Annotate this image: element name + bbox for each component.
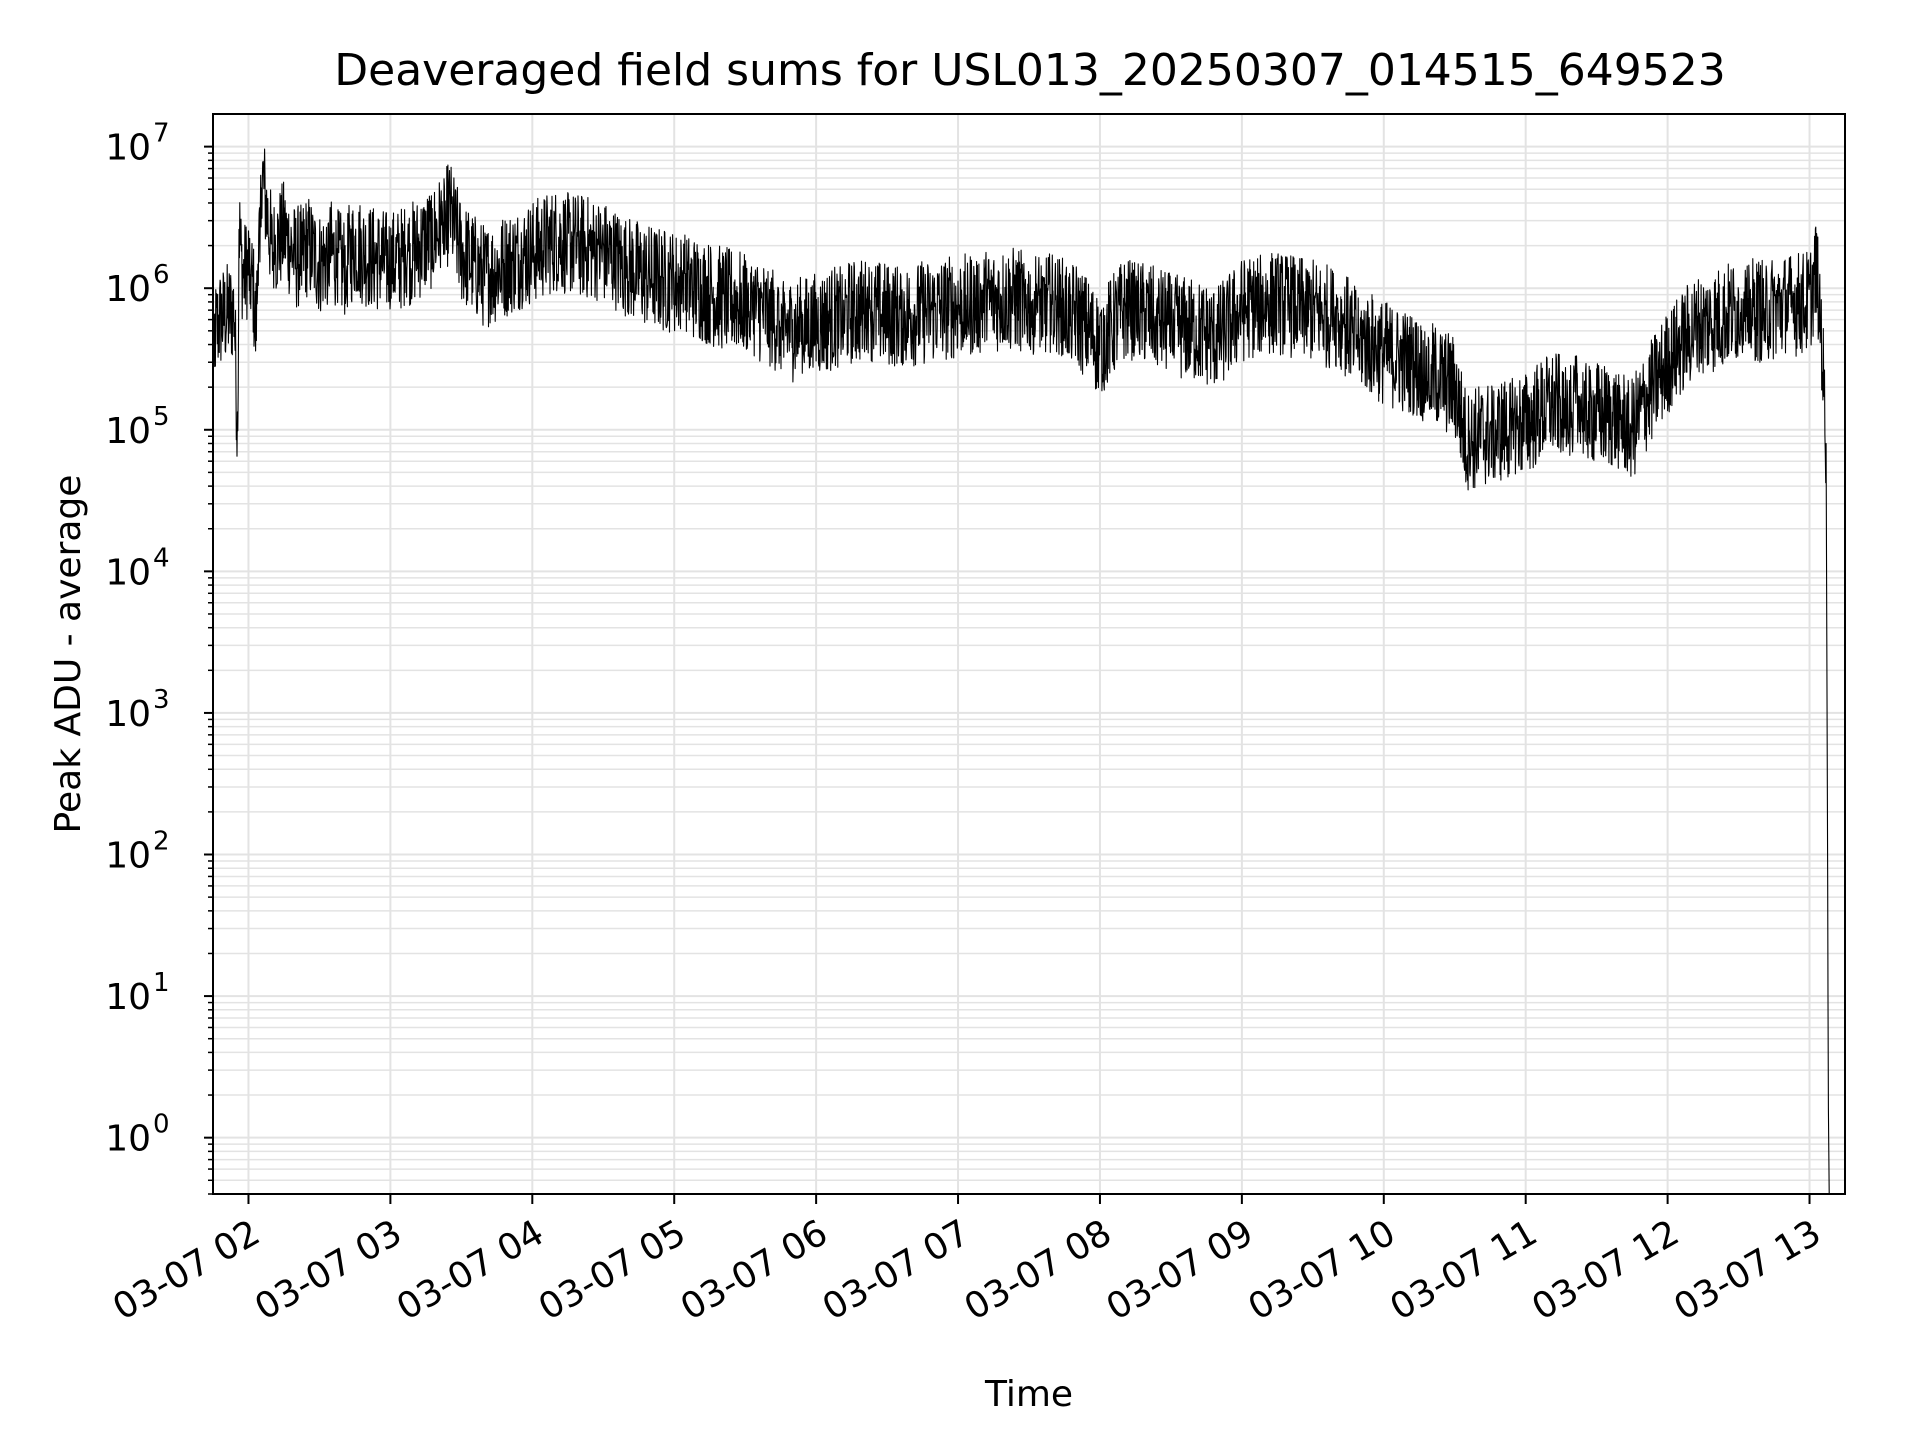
x-axis-label: Time <box>984 1374 1073 1415</box>
y-tick-label: 10 <box>105 977 151 1018</box>
x-tick-label: 03-07 07 <box>816 1212 977 1328</box>
x-tick-label: 03-07 06 <box>674 1212 835 1328</box>
series-line-0 <box>212 148 1830 1195</box>
y-tick-label: 10 <box>105 694 151 735</box>
y-tick-exponent: 7 <box>153 119 170 149</box>
y-tick-label: 10 <box>105 269 151 310</box>
plot-frame <box>212 113 1846 1195</box>
x-tick-label: 03-07 02 <box>106 1212 267 1328</box>
y-tick-exponent: 3 <box>153 685 170 715</box>
y-tick-label: 10 <box>105 552 151 593</box>
x-tick-label: 03-07 04 <box>390 1212 551 1328</box>
y-tick-label: 10 <box>105 128 151 169</box>
x-tick-label: 03-07 03 <box>248 1212 409 1328</box>
grid <box>213 114 1845 1195</box>
x-tick-label: 03-07 13 <box>1667 1212 1828 1328</box>
y-tick-exponent: 0 <box>153 1110 170 1140</box>
x-tick-label: 03-07 05 <box>532 1212 693 1328</box>
x-tick-label: 03-07 12 <box>1525 1212 1686 1328</box>
y-axis-label: Peak ADU - average <box>48 475 89 834</box>
y-tick-exponent: 5 <box>153 402 170 432</box>
x-tick-label: 03-07 11 <box>1384 1212 1545 1328</box>
y-tick-label: 10 <box>105 836 151 877</box>
y-tick-exponent: 6 <box>153 260 170 290</box>
y-tick-exponent: 1 <box>153 968 170 998</box>
chart-title: Deaveraged field sums for USL013_2025030… <box>334 45 1726 96</box>
y-tick-exponent: 2 <box>153 827 170 857</box>
y-tick-label: 10 <box>105 411 151 452</box>
x-tick-label: 03-07 08 <box>958 1212 1119 1328</box>
y-tick-label: 10 <box>105 1119 151 1160</box>
series-layer <box>212 148 1830 1195</box>
x-tick-label: 03-07 10 <box>1242 1212 1403 1328</box>
y-tick-exponent: 4 <box>153 543 170 573</box>
x-tick-label: 03-07 09 <box>1100 1212 1261 1328</box>
